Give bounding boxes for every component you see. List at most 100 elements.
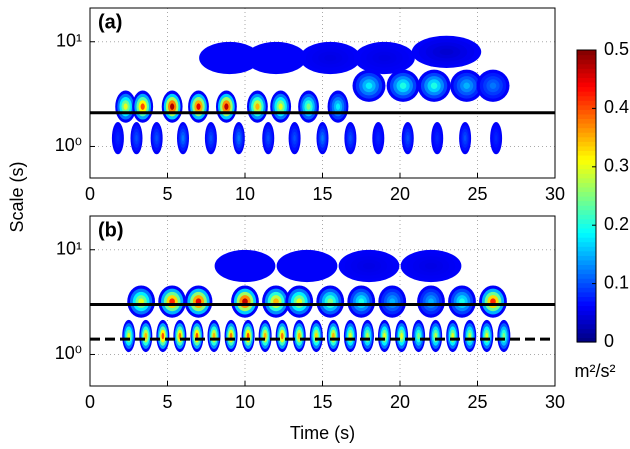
colorbar-cell bbox=[577, 186, 596, 193]
blob-layer bbox=[116, 134, 120, 142]
blob bbox=[448, 285, 476, 318]
blob bbox=[401, 122, 414, 155]
blob bbox=[158, 285, 187, 318]
blob-layer bbox=[246, 332, 250, 340]
colorbar-tick-label: 0.3 bbox=[604, 156, 629, 176]
blob bbox=[139, 319, 153, 353]
blob-layer bbox=[366, 332, 369, 340]
colorbar-cell bbox=[577, 150, 596, 156]
blob-layer bbox=[434, 332, 437, 340]
colorbar-cell bbox=[577, 241, 596, 247]
colorbar-cell bbox=[577, 232, 596, 238]
blob bbox=[276, 249, 338, 283]
blob bbox=[480, 319, 494, 353]
x-tick-label: 25 bbox=[467, 392, 487, 412]
blob bbox=[395, 319, 409, 353]
blob-layer bbox=[195, 332, 199, 340]
blob-layer bbox=[349, 134, 352, 142]
blob-layer bbox=[494, 134, 498, 142]
colorbar-cell bbox=[577, 209, 596, 215]
colorbar-tick-label: 0.5 bbox=[604, 39, 629, 59]
blob-layer bbox=[324, 54, 337, 62]
blob bbox=[479, 285, 507, 318]
x-tick-label: 30 bbox=[545, 392, 565, 412]
blob-layer bbox=[439, 48, 454, 56]
colorbar-tick-label: 0.4 bbox=[604, 97, 629, 117]
blob-layer bbox=[127, 332, 131, 340]
colorbar-cell bbox=[577, 237, 596, 243]
y-tick-label: 10¹ bbox=[56, 238, 82, 258]
x-tick-label: 20 bbox=[390, 392, 410, 412]
blob-layer bbox=[229, 332, 233, 340]
colorbar-cell bbox=[577, 246, 596, 252]
y-tick-label: 10⁰ bbox=[55, 135, 82, 155]
colorbar-cell bbox=[577, 250, 596, 256]
blob-layer bbox=[255, 103, 260, 110]
colorbar-cell bbox=[577, 264, 596, 270]
heatmap bbox=[122, 249, 511, 353]
blob-layer bbox=[485, 332, 489, 340]
colorbar-unit: m²/s² bbox=[575, 361, 616, 381]
colorbar-cell bbox=[577, 86, 596, 92]
x-tick-label: 30 bbox=[545, 184, 565, 204]
x-tick-label: 25 bbox=[467, 184, 487, 204]
colorbar-cell bbox=[577, 132, 596, 138]
blob-layer bbox=[224, 103, 229, 110]
blob bbox=[215, 90, 237, 123]
colorbar-cell bbox=[577, 282, 596, 288]
colorbar-cell bbox=[577, 214, 596, 220]
colorbar-cell bbox=[577, 319, 596, 325]
blob-layer bbox=[263, 332, 267, 340]
colorbar-cell bbox=[577, 191, 596, 197]
blob bbox=[188, 90, 209, 123]
blob bbox=[288, 122, 301, 155]
colorbar-cell bbox=[577, 227, 596, 234]
colorbar-cell bbox=[577, 118, 596, 124]
blob bbox=[316, 285, 345, 318]
blob bbox=[245, 41, 307, 75]
blob-layer bbox=[280, 332, 284, 340]
blob bbox=[262, 122, 275, 155]
blob-layer bbox=[377, 134, 380, 142]
colorbar-cell bbox=[577, 305, 596, 311]
blob bbox=[354, 41, 415, 75]
blob bbox=[207, 319, 221, 353]
colorbar-frame bbox=[576, 49, 597, 343]
blob bbox=[400, 249, 462, 283]
blob-layer bbox=[238, 262, 252, 270]
blob-layer bbox=[399, 82, 407, 89]
blob bbox=[327, 90, 349, 123]
blob-layer bbox=[135, 134, 138, 142]
blob bbox=[463, 319, 477, 353]
blob bbox=[476, 69, 510, 102]
blob bbox=[344, 122, 357, 155]
colorbar-cell bbox=[577, 154, 596, 161]
colorbar-cell bbox=[577, 205, 596, 211]
blob bbox=[190, 319, 204, 353]
colorbar-cell bbox=[577, 159, 596, 165]
colorbar-cell bbox=[577, 287, 596, 293]
blob bbox=[258, 319, 272, 353]
blob-layer bbox=[424, 262, 438, 270]
panel-label: (a) bbox=[98, 11, 122, 33]
colorbar-cell bbox=[577, 59, 596, 65]
colorbar-cell bbox=[577, 323, 596, 329]
blob-layer bbox=[306, 103, 311, 110]
blob-layer bbox=[161, 332, 165, 340]
blob bbox=[316, 122, 329, 155]
blob-layer bbox=[463, 134, 467, 142]
blob-layer bbox=[378, 54, 391, 62]
colorbar-cell bbox=[577, 127, 596, 133]
blob-layer bbox=[436, 134, 439, 142]
blob-layer bbox=[335, 103, 341, 110]
colorbar-cell bbox=[577, 123, 596, 129]
blob bbox=[417, 285, 445, 318]
blob bbox=[450, 69, 484, 102]
colorbar-cell bbox=[577, 177, 596, 183]
blob bbox=[446, 319, 460, 353]
blob bbox=[431, 122, 444, 155]
blob bbox=[199, 41, 260, 75]
blob-layer bbox=[406, 134, 409, 142]
colorbar-cell bbox=[577, 269, 596, 275]
